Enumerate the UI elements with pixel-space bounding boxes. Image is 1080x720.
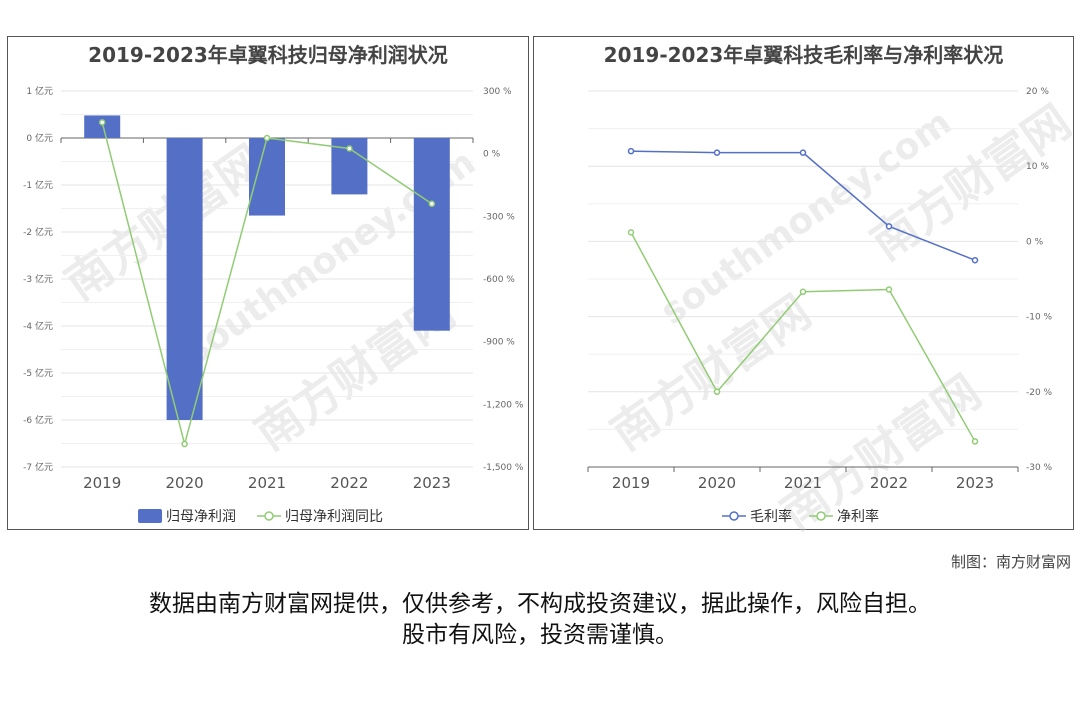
line-point bbox=[263, 134, 271, 142]
line-point bbox=[885, 223, 893, 230]
disclaimer-line-1: 数据由南方财富网提供，仅供参考，不构成投资建议，据此操作，风险自担。 bbox=[149, 591, 931, 617]
y-left-tick-label: 0 亿元 bbox=[26, 132, 53, 144]
bar bbox=[249, 138, 285, 216]
legend-label: 净利率 bbox=[837, 508, 879, 525]
legend-label: 归母净利润 bbox=[166, 508, 236, 525]
net-profit-chart: 1 亿元 0 亿元 -1 亿元 -2 亿元 -3 亿元 -4 亿元 -5 亿元 -6 亿元 -7… bbox=[23, 85, 524, 525]
net-profit-chart-panel: 南方财富网 南方财富网 southmoney.com 2019-2023年卓翼科… bbox=[7, 36, 529, 530]
y-right-tick-label: -300 % bbox=[483, 212, 515, 222]
line-point bbox=[799, 149, 807, 156]
line-point bbox=[713, 149, 721, 156]
y-right-tick-label: -1,500 % bbox=[483, 463, 524, 473]
x-tick-label: 2022 bbox=[330, 474, 368, 492]
x-tick-label: 2019 bbox=[612, 474, 650, 492]
line-point bbox=[181, 440, 188, 448]
x-tick-label: 2020 bbox=[166, 474, 204, 492]
line-series bbox=[630, 232, 976, 442]
chart-title: 2019-2023年卓翼科技归母净利润状况 bbox=[88, 43, 448, 67]
legend-swatch-marker bbox=[816, 511, 826, 521]
margin-chart: 20 % 10 % 0 % -10 % -20 % -30 % 2019 2020 2021 20… bbox=[587, 87, 1053, 525]
line-point bbox=[885, 286, 893, 293]
y-left-tick-label: -6 亿元 bbox=[23, 414, 53, 426]
y-left-tick-label: -2 亿元 bbox=[23, 226, 53, 238]
margin-chart-panel: 南方财富网 南方财富网 南方财富网 southmoney.com 2019-20… bbox=[533, 36, 1080, 541]
disclaimer-line-2: 股市有风险，投资需谨慎。 bbox=[402, 622, 678, 648]
y-right-tick-label: 20 % bbox=[1026, 87, 1049, 97]
y-right-tick-label: 10 % bbox=[1026, 162, 1049, 172]
y-right-tick-label: 300 % bbox=[483, 87, 512, 97]
y-right-tick-label: 0 % bbox=[1026, 237, 1044, 247]
chart-title: 2019-2023年卓翼科技毛利率与净利率状况 bbox=[603, 43, 1004, 67]
line-point bbox=[713, 388, 721, 396]
y-right-tick-label: -10 % bbox=[1026, 313, 1053, 323]
line-point bbox=[971, 438, 979, 445]
line-point bbox=[971, 256, 979, 264]
y-right-tick-label: -900 % bbox=[483, 338, 515, 348]
line-point bbox=[98, 119, 106, 126]
x-tick-label: 2020 bbox=[698, 474, 736, 492]
legend-swatch-bar bbox=[138, 509, 162, 523]
y-left-tick-label: -3 亿元 bbox=[23, 273, 53, 285]
legend-swatch-marker bbox=[729, 511, 739, 521]
y-right-tick-label: -1,200 % bbox=[483, 400, 524, 410]
x-tick-label: 2019 bbox=[83, 474, 121, 492]
x-tick-label: 2021 bbox=[248, 474, 286, 492]
x-tick-label: 2023 bbox=[956, 474, 994, 492]
bar bbox=[413, 138, 450, 331]
legend-label: 毛利率 bbox=[750, 508, 792, 525]
y-left-tick-label: -7 亿元 bbox=[23, 461, 53, 473]
chart-credit: 制图：南方财富网 bbox=[950, 553, 1071, 571]
y-left-tick-label: -4 亿元 bbox=[23, 320, 53, 332]
bar bbox=[84, 115, 121, 138]
line-point bbox=[799, 288, 807, 296]
line-series bbox=[630, 150, 976, 261]
bar bbox=[166, 138, 203, 420]
y-left-tick-label: -5 亿元 bbox=[23, 367, 53, 379]
y-right-tick-label: 0 % bbox=[483, 150, 501, 160]
y-right-tick-label: -30 % bbox=[1026, 463, 1053, 473]
x-tick-label: 2023 bbox=[413, 474, 451, 492]
line-point bbox=[346, 145, 353, 152]
x-tick-label: 2021 bbox=[784, 474, 822, 492]
line-point bbox=[627, 147, 635, 155]
x-tick-label: 2022 bbox=[870, 474, 908, 492]
y-left-tick-label: -1 亿元 bbox=[23, 179, 53, 191]
legend-swatch-marker bbox=[264, 511, 274, 521]
y-right-tick-label: -600 % bbox=[483, 275, 515, 285]
line-point bbox=[627, 229, 635, 236]
y-right-tick-label: -20 % bbox=[1026, 388, 1053, 398]
y-left-tick-label: 1 亿元 bbox=[26, 85, 53, 97]
line-point bbox=[428, 200, 436, 208]
legend-label: 归母净利润同比 bbox=[285, 508, 383, 525]
